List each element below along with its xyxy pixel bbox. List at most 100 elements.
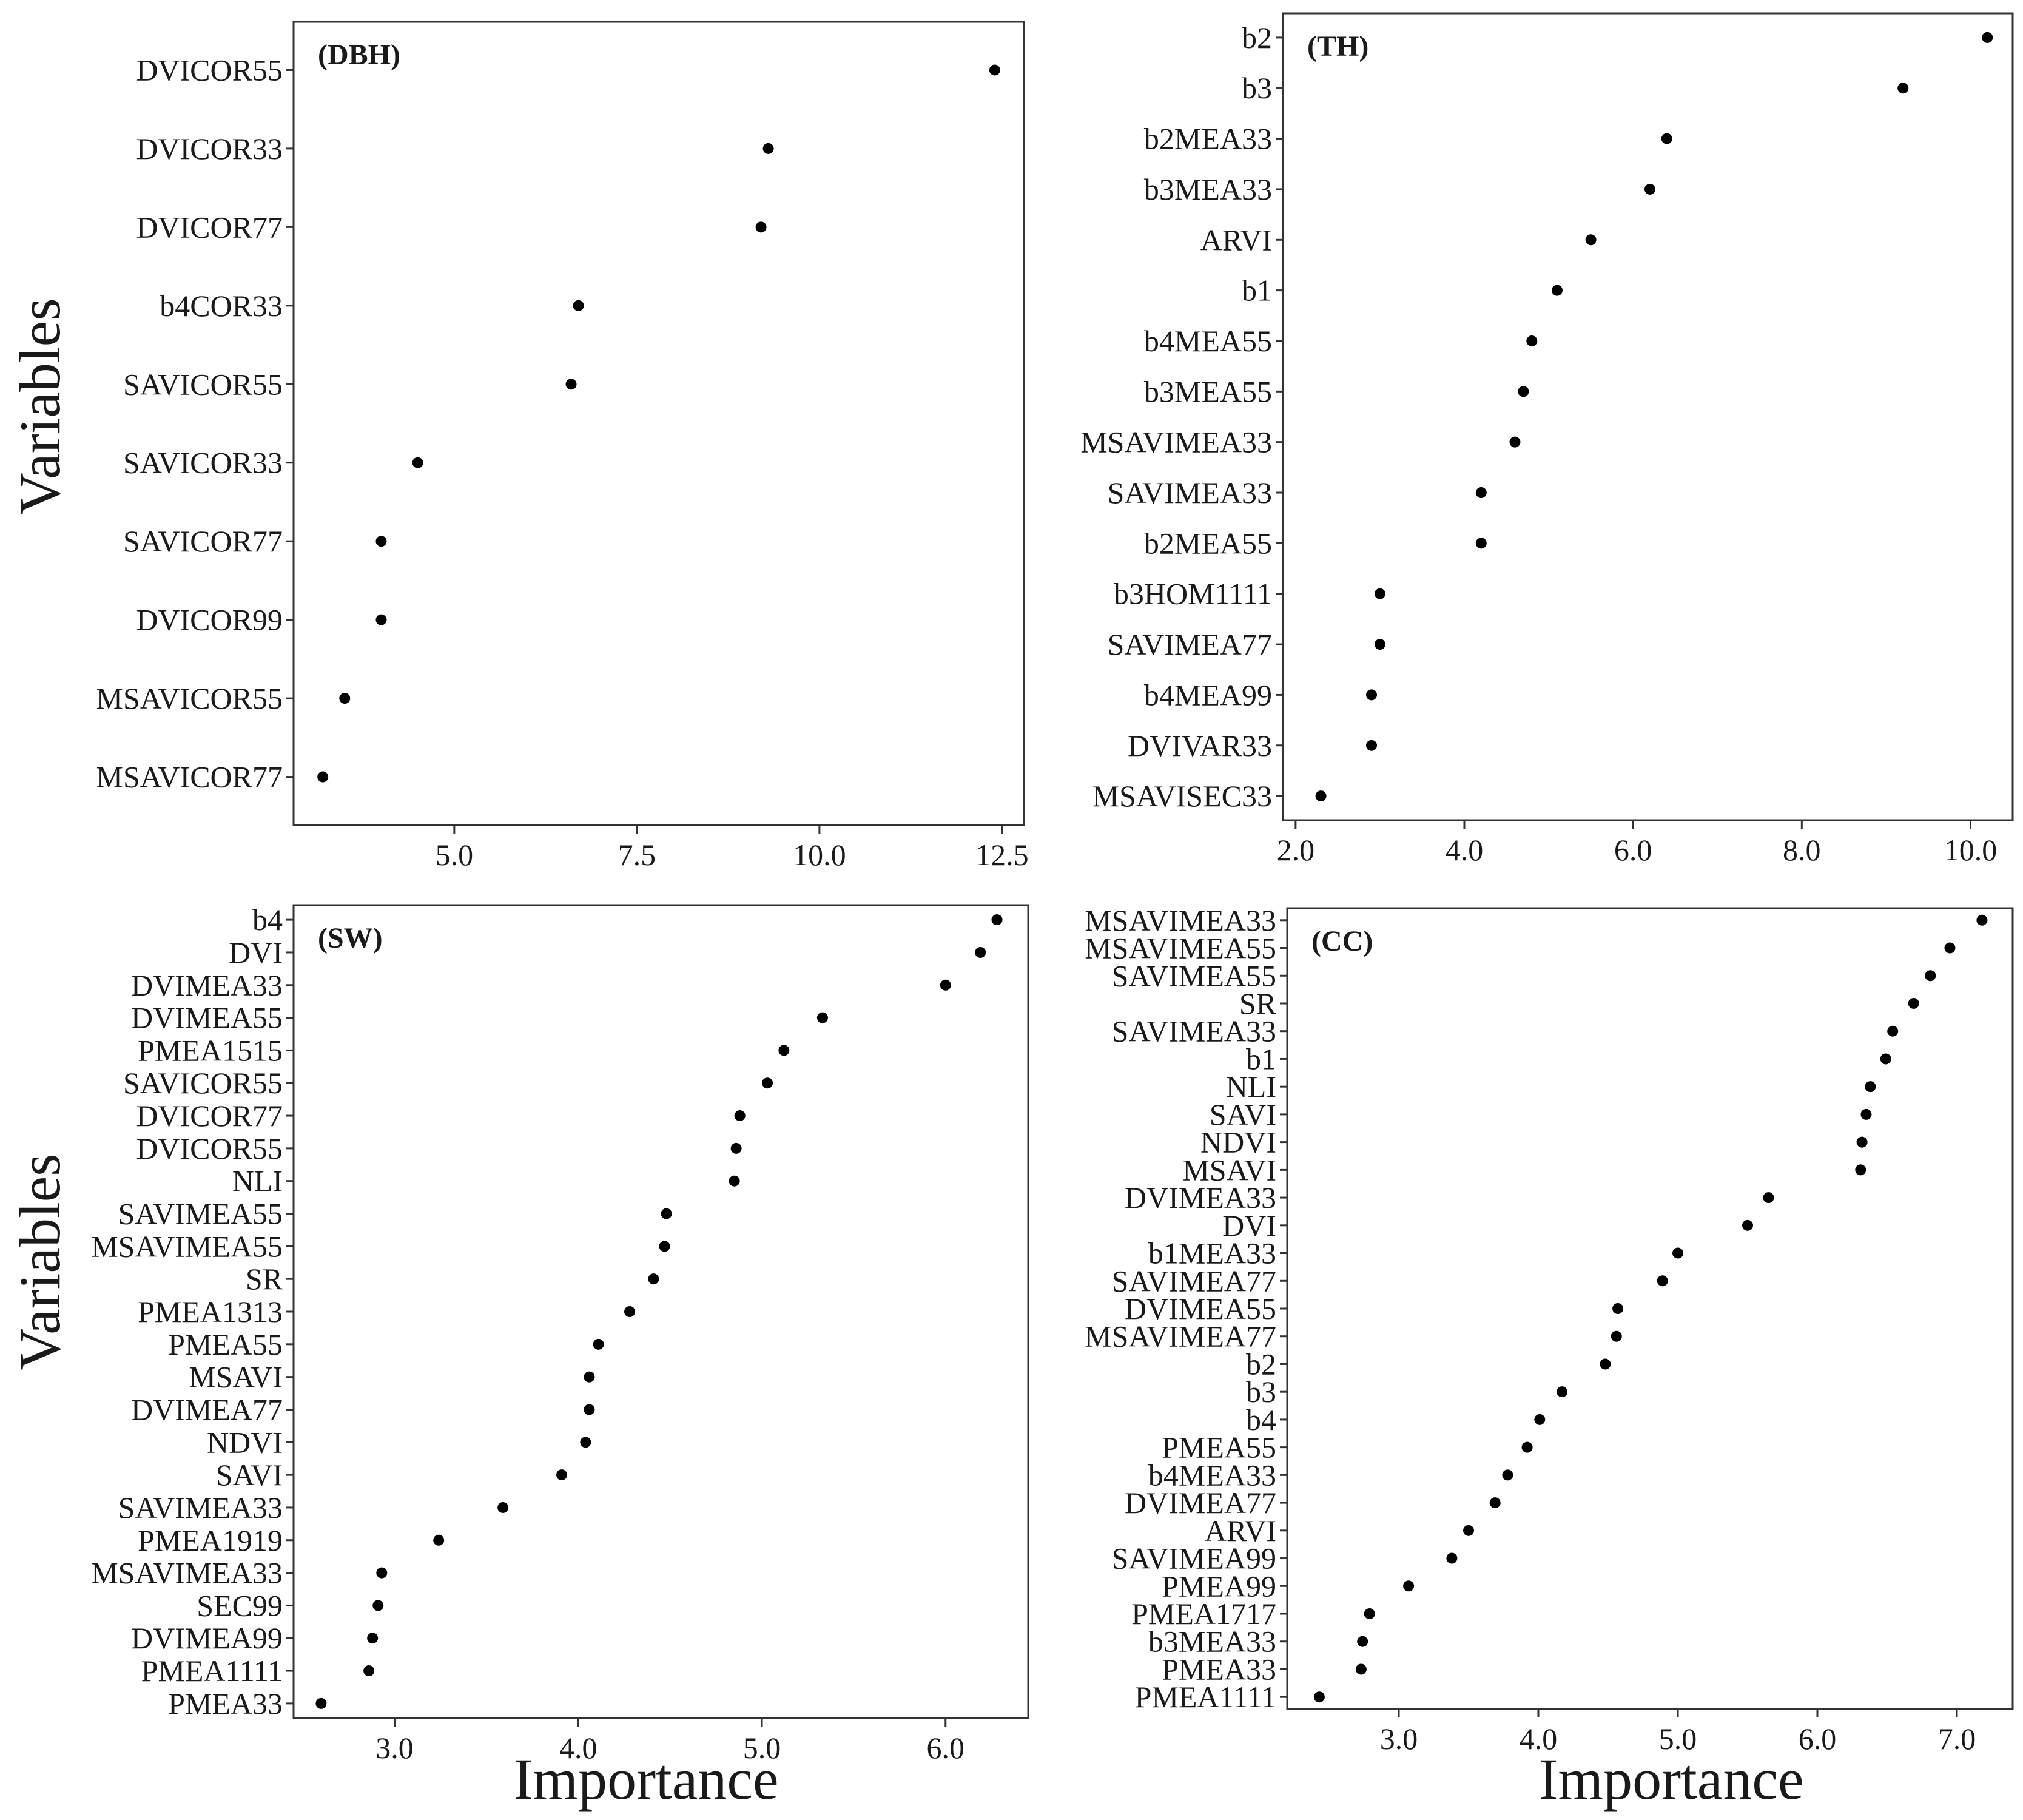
data-point <box>734 1110 746 1122</box>
y-category-label: SAVIMEA99 <box>1112 1542 1276 1576</box>
y-category-label: DVIMEA55 <box>1125 1292 1276 1326</box>
y-category-label: DVI <box>229 935 283 969</box>
data-point <box>1887 1025 1899 1037</box>
data-point <box>1982 32 1993 43</box>
data-point <box>1585 234 1597 246</box>
y-category-label: PMEA1717 <box>1131 1597 1276 1631</box>
x-tick-label: 4.0 <box>559 1731 597 1765</box>
data-point <box>1489 1497 1501 1509</box>
y-category-label: DVIMEA33 <box>1125 1181 1276 1215</box>
y-category-label: SAVI <box>1210 1097 1276 1131</box>
data-point <box>367 1633 379 1644</box>
data-point <box>584 1371 595 1383</box>
data-point <box>1763 1192 1774 1204</box>
y-category-label: SR <box>246 1262 283 1296</box>
data-point <box>1742 1219 1753 1231</box>
y-category-label: DVICOR55 <box>136 53 283 87</box>
data-point <box>1551 285 1563 296</box>
y-category-label: DVIMEA99 <box>131 1621 283 1655</box>
y-category-label: DVIMEA77 <box>131 1392 283 1426</box>
y-category-label: SAVIMEA77 <box>1112 1264 1276 1298</box>
y-category-label: ARVI <box>1200 223 1272 257</box>
y-category-label: MSAVI <box>1182 1153 1276 1187</box>
y-category-label: b4 <box>252 903 283 937</box>
data-point <box>1366 740 1378 751</box>
x-tick-label: 5.0 <box>743 1731 781 1765</box>
data-point <box>376 1567 388 1579</box>
x-tick-label: 10.0 <box>793 838 846 872</box>
data-point <box>1366 689 1378 701</box>
data-point <box>556 1469 568 1481</box>
y-category-label: DVICOR77 <box>136 210 283 244</box>
data-point <box>1976 914 1988 926</box>
y-category-label: b4MEA33 <box>1148 1458 1276 1492</box>
data-point <box>363 1665 375 1677</box>
y-category-label: b3 <box>1242 71 1272 105</box>
x-tick-label: 5.0 <box>1659 1722 1697 1756</box>
y-category-label: PMEA33 <box>1162 1652 1276 1686</box>
y-category-label: b3MEA33 <box>1144 172 1272 206</box>
x-tick-label: 8.0 <box>1783 833 1821 867</box>
data-point <box>729 1175 740 1187</box>
y-category-label: PMEA55 <box>1162 1431 1276 1464</box>
y-category-label: PMEA1111 <box>1135 1680 1276 1714</box>
data-point <box>1374 588 1385 599</box>
y-category-label: DVICOR99 <box>136 603 283 637</box>
data-point <box>580 1437 591 1448</box>
x-tick-label: 4.0 <box>1446 833 1484 867</box>
y-category-label: PMEA1313 <box>138 1295 283 1329</box>
data-point <box>1315 790 1327 802</box>
data-point <box>762 1077 773 1089</box>
y-category-label: b1 <box>1242 274 1272 308</box>
data-point <box>1313 1691 1325 1703</box>
data-point <box>1856 1136 1868 1148</box>
y-category-label: b3MEA33 <box>1148 1625 1276 1659</box>
data-point <box>1475 538 1487 549</box>
data-point <box>593 1338 604 1350</box>
y-category-label: DVICOR33 <box>136 132 283 166</box>
data-point <box>565 379 577 390</box>
x-tick-label: 6.0 <box>1799 1722 1837 1756</box>
data-point <box>755 221 767 233</box>
data-point <box>315 1697 327 1709</box>
y-category-label: PMEA99 <box>1162 1569 1276 1603</box>
y-category-label: b3HOM1111 <box>1114 577 1272 611</box>
x-tick-label: 12.5 <box>975 838 1029 872</box>
x-tick-label: 7.5 <box>618 838 656 872</box>
y-category-label: SAVICOR55 <box>123 367 283 401</box>
data-point <box>1374 639 1385 650</box>
y-category-label: b4MEA99 <box>1144 678 1272 712</box>
panel-label: (SW) <box>318 922 383 954</box>
y-category-label: b2 <box>1246 1347 1276 1381</box>
data-point <box>1526 335 1538 346</box>
data-point <box>940 979 951 991</box>
y-category-label: SAVIMEA77 <box>1108 627 1272 661</box>
y-category-label: PMEA1111 <box>141 1654 283 1688</box>
y-category-label: PMEA33 <box>168 1687 283 1721</box>
x-tick-label: 4.0 <box>1520 1722 1558 1756</box>
data-point <box>1865 1081 1876 1093</box>
data-point <box>372 1600 384 1611</box>
x-tick-label: 3.0 <box>1380 1722 1418 1756</box>
data-point <box>624 1306 636 1317</box>
y-category-label: NDVI <box>1200 1125 1276 1159</box>
data-point <box>659 1241 670 1252</box>
panel-cc: (CC)3.0 4.0 5.0 6.0 7.0MSAVIMEA33MSAVIMEA55S… <box>1085 903 2014 1756</box>
data-point <box>1644 183 1655 195</box>
data-point <box>989 64 1000 76</box>
data-point <box>1612 1303 1624 1314</box>
y-category-label: SAVI <box>216 1458 283 1492</box>
data-point <box>375 614 387 625</box>
data-point <box>1534 1414 1546 1425</box>
data-point <box>1509 436 1521 448</box>
y-category-label: b4COR33 <box>160 289 283 323</box>
y-category-label: MSAVIMEA33 <box>91 1556 283 1590</box>
x-axis-title-left: Importance <box>513 1747 778 1812</box>
data-point <box>991 914 1003 926</box>
y-category-label: b4MEA55 <box>1144 324 1272 358</box>
x-axis-title-right: Importance <box>1538 1747 1803 1812</box>
y-category-label: SAVIMEA33 <box>1112 1014 1276 1048</box>
y-category-label: NLI <box>232 1164 283 1198</box>
y-category-label: MSAVIMEA33 <box>1085 903 1276 937</box>
y-category-label: MSAVI <box>189 1360 283 1394</box>
